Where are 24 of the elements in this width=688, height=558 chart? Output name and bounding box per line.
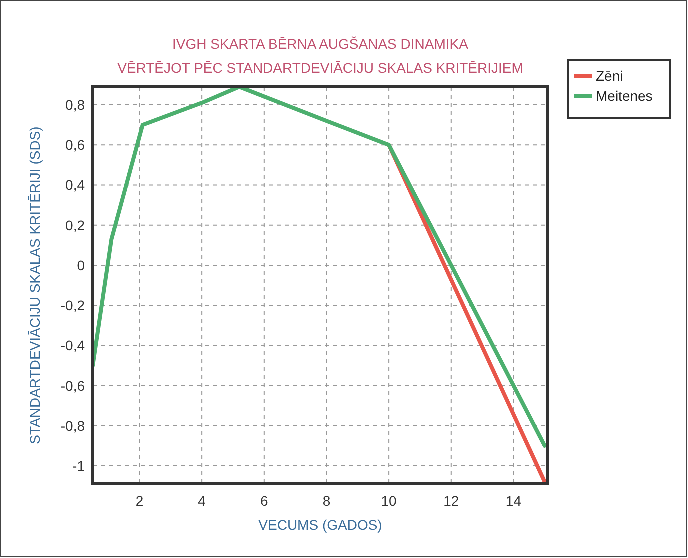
y-tick-label: -0,8 bbox=[60, 418, 86, 434]
x-tick-label: 6 bbox=[260, 493, 269, 509]
y-tick-label: -0,2 bbox=[60, 298, 86, 314]
x-tick-label: 10 bbox=[381, 493, 398, 509]
chart-title: IVGH SKARTA BĒRNA AUGŠANAS DINAMIKA bbox=[172, 36, 470, 52]
y-tick-label: 0,6 bbox=[66, 137, 86, 154]
x-tick-label: 8 bbox=[322, 493, 331, 509]
y-tick-label: 0,2 bbox=[66, 217, 86, 234]
legend-label: Zēni bbox=[596, 68, 624, 84]
x-tick-label: 14 bbox=[506, 493, 522, 509]
y-tick-label: -0,4 bbox=[60, 338, 86, 354]
x-tick-label: 4 bbox=[198, 493, 206, 509]
y-tick-label: 0,8 bbox=[66, 97, 86, 114]
chart-subtitle: VĒRTĒJOT PĒC STANDARTDEVIĀCIJU SKALAS KRITĒRIJIEM bbox=[118, 60, 524, 76]
x-axis-title: VECUMS (GADOS) bbox=[258, 517, 382, 533]
line-series bbox=[91, 85, 547, 448]
y-tick-label: -1 bbox=[72, 458, 86, 474]
y-axis-title: STANDARTDEVIĀCIJU SKALAS KRITĒRIJI (SDS) bbox=[27, 126, 43, 444]
y-tick-label: -0,6 bbox=[60, 378, 86, 394]
x-tick-label: 12 bbox=[444, 493, 460, 509]
y-tick-label: 0,4 bbox=[66, 177, 86, 194]
x-tick-label: 2 bbox=[136, 493, 144, 509]
legend-label: Meitenes bbox=[596, 88, 653, 104]
y-tick-label: 0 bbox=[77, 257, 86, 274]
